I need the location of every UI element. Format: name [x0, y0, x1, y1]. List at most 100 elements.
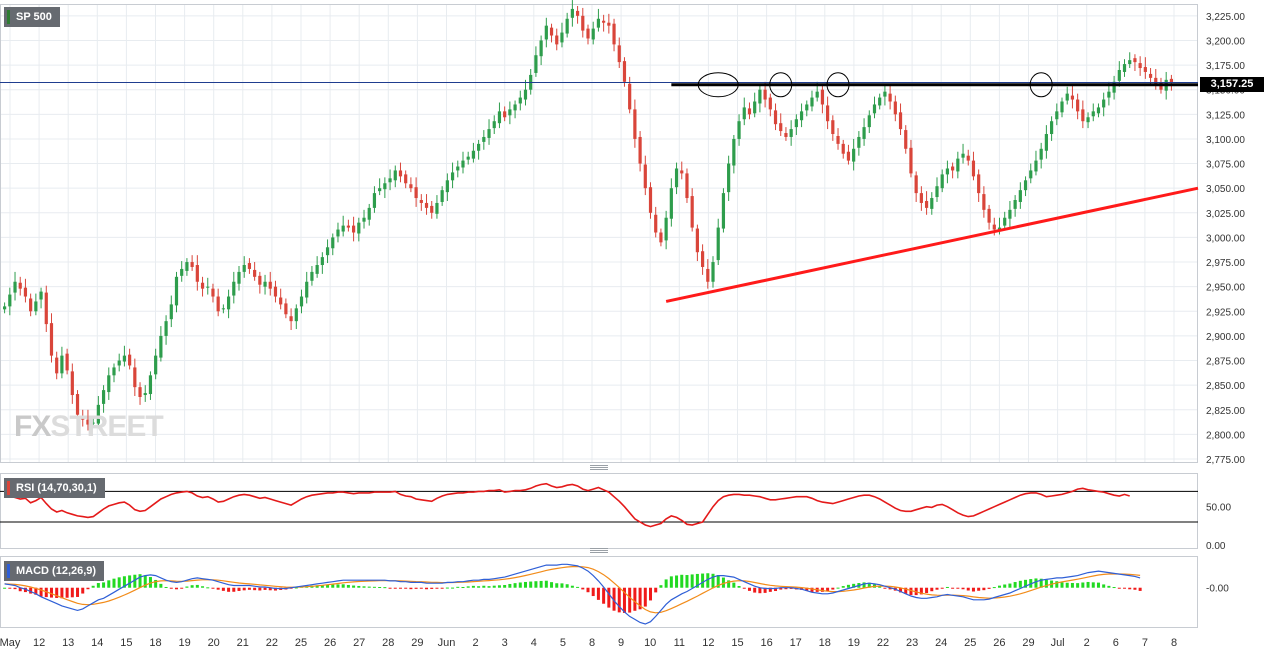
candle-body	[591, 28, 595, 40]
candle-body	[133, 367, 137, 388]
candle-body	[539, 40, 543, 57]
candle-body	[29, 298, 33, 312]
price-tick-label: 3,050.00	[1206, 184, 1245, 195]
macd-histogram-bar	[211, 587, 215, 589]
macd-histogram-bar	[878, 585, 882, 588]
macd-histogram-bar	[466, 586, 470, 588]
macd-histogram-bar	[987, 587, 991, 589]
macd-histogram-bar	[1123, 587, 1127, 589]
macd-histogram-bar	[695, 573, 699, 588]
macd-histogram-bar	[112, 578, 116, 588]
candle-body	[1081, 109, 1085, 122]
macd-histogram-bar	[497, 585, 501, 588]
rsi-tick-label: 50.00	[1206, 503, 1231, 514]
candle-body	[320, 257, 324, 266]
candle-body	[924, 200, 929, 208]
candle-body	[60, 355, 64, 374]
macd-histogram-bar	[1133, 587, 1137, 590]
macd-histogram-bar	[779, 587, 783, 590]
pane-resize-handle-rsi[interactable]	[590, 465, 608, 470]
candle-body	[1102, 99, 1106, 108]
candle-body	[299, 296, 304, 307]
candle-body	[904, 130, 908, 149]
macd-histogram-bar	[643, 587, 647, 607]
candle-body	[867, 115, 871, 128]
candle-body	[935, 186, 939, 198]
macd-histogram-bar	[70, 587, 74, 598]
candle-body	[39, 291, 43, 300]
candle-body	[654, 214, 658, 233]
macd-histogram-bar	[346, 584, 350, 588]
macd-histogram-bar	[482, 585, 486, 588]
macd-histogram-bar	[487, 586, 491, 588]
time-tick-label: 29	[1022, 637, 1034, 649]
time-tick-label: Jul	[1051, 637, 1065, 649]
candle-body	[221, 308, 225, 310]
macd-histogram-bar	[841, 586, 845, 588]
macd-histogram-bar	[34, 587, 38, 595]
candle-body	[909, 147, 913, 174]
candle-body	[753, 101, 757, 114]
macd-histogram-bar	[820, 587, 824, 592]
candle-body	[742, 107, 746, 120]
candle-body	[273, 286, 278, 297]
candle-body	[1148, 73, 1153, 78]
macd-histogram-bar	[117, 577, 121, 588]
macd-histogram-bar	[638, 587, 642, 610]
candle-body	[951, 166, 955, 171]
macd-histogram-bar	[1086, 581, 1090, 588]
macd-histogram-bar	[899, 587, 903, 593]
macd-histogram-bar	[711, 573, 715, 588]
candle-body	[638, 136, 642, 164]
macd-histogram-bar	[393, 587, 397, 589]
time-tick-label: 11	[674, 637, 685, 649]
macd-histogram-bar	[992, 587, 996, 589]
candle-body	[805, 104, 809, 111]
candle-body	[174, 276, 179, 306]
macd-histogram-bar	[268, 587, 272, 591]
candle-body	[664, 217, 668, 241]
candle-body	[503, 111, 507, 118]
macd-histogram-bar	[784, 587, 788, 590]
candle-body	[404, 174, 408, 184]
macd-histogram-bar	[425, 587, 429, 590]
macd-histogram-bar	[18, 587, 22, 592]
macd-histogram-bar	[622, 587, 626, 613]
macd-histogram-bar	[940, 587, 944, 589]
candle-body	[450, 172, 455, 181]
macd-histogram-bar	[49, 587, 53, 598]
macd-histogram-bar	[206, 587, 210, 589]
macd-histogram-bar	[3, 587, 7, 589]
macd-histogram-bar	[76, 587, 80, 597]
macd-histogram-bar	[909, 587, 913, 595]
candle-body	[669, 188, 673, 219]
candle-body	[456, 166, 460, 171]
macd-histogram-bar	[133, 574, 137, 588]
price-tick-label: 3,000.00	[1206, 233, 1245, 244]
pane-resize-handle-macd[interactable]	[590, 548, 608, 553]
macd-histogram-bar	[23, 587, 27, 593]
macd-histogram-bar	[602, 587, 606, 604]
candle-body	[518, 97, 522, 104]
time-tick-label: 22	[266, 637, 278, 649]
candle-body	[586, 28, 590, 39]
time-tick-label: 12	[702, 637, 714, 649]
candle-body	[534, 55, 538, 73]
candle-body	[206, 286, 210, 288]
macd-histogram-bar	[742, 587, 746, 589]
candle-body	[65, 353, 69, 371]
macd-histogram-bar	[477, 586, 481, 588]
candle-body	[1060, 101, 1064, 113]
time-tick-label: 4	[531, 637, 537, 649]
macd-histogram-bar	[440, 587, 444, 589]
candle-body	[674, 168, 679, 188]
time-tick-label: 5	[560, 637, 566, 649]
candle-body	[388, 178, 392, 183]
macd-histogram-bar	[810, 587, 814, 592]
macd-histogram-bar	[925, 587, 929, 594]
macd-histogram-bar	[919, 587, 923, 595]
rsi-pane: 50.00 0.00	[0, 482, 1231, 552]
macd-histogram-bar	[1013, 582, 1017, 588]
symbol-accent	[7, 10, 10, 24]
